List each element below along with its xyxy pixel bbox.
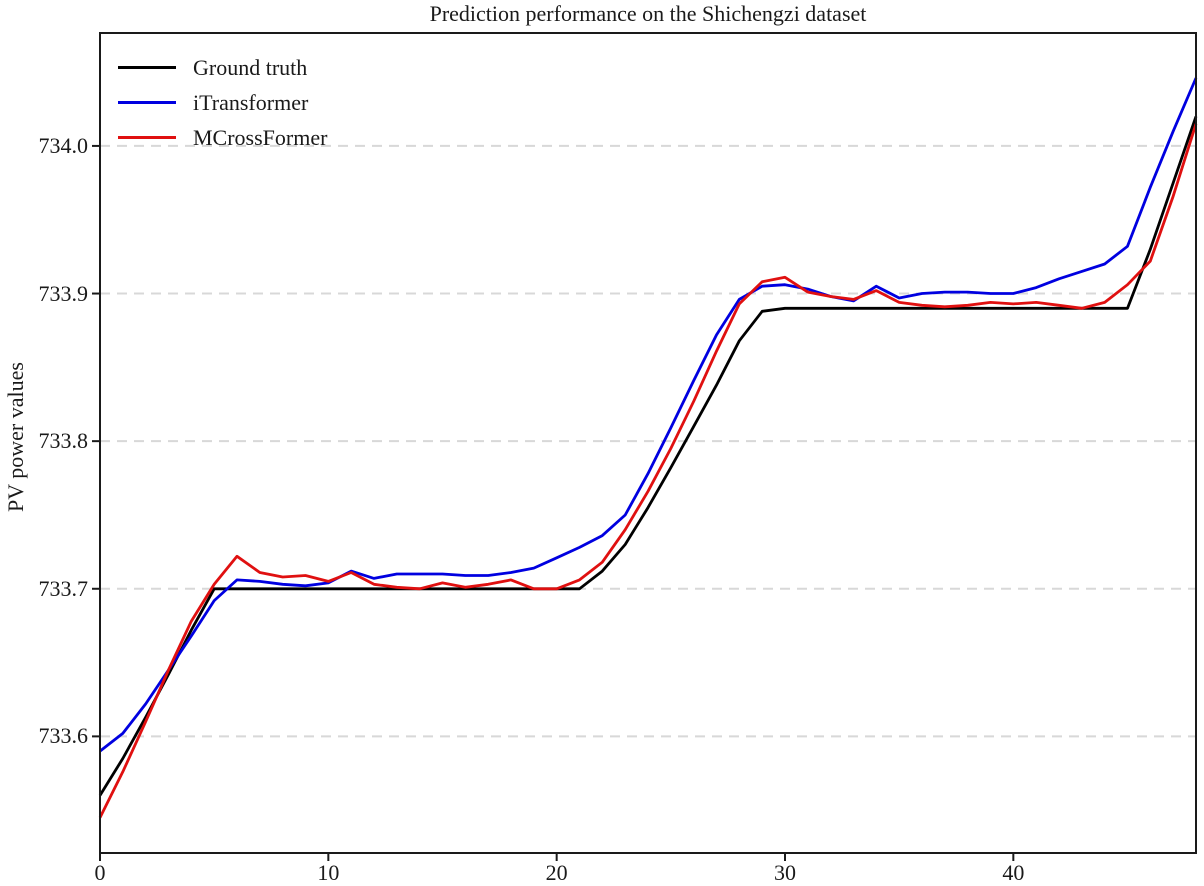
legend-row: Ground truth [118,50,327,85]
x-tick-label: 20 [545,860,568,885]
legend-label: iTransformer [193,89,309,115]
legend-label: Ground truth [193,54,308,80]
legend-row: iTransformer [118,85,327,120]
x-tick-label: 0 [94,860,106,885]
series-ground-truth [98,115,1198,797]
legend: Ground truth iTransformer MCrossFormer [118,50,327,155]
legend-label: MCrossFormer [193,124,328,150]
y-tick-label: 733.7 [38,575,89,601]
axes-spines [99,32,1197,854]
series-mcrossformer [98,123,1198,819]
x-tick-label: 40 [1002,860,1025,885]
y-tick-label: 733.9 [38,280,89,306]
series-itransformer [99,77,1198,753]
y-tick-label: 734.0 [38,132,89,158]
x-tick-label: 10 [317,860,340,885]
legend-line-sample [118,66,176,69]
y-tick-label: 733.6 [38,723,89,749]
legend-line-sample [118,101,176,104]
legend-line-sample [118,136,176,139]
legend-row: MCrossFormer [118,120,327,155]
chart-title: Prediction performance on the Shichengzi… [429,1,867,26]
x-tick-label: 30 [774,860,796,885]
y-tick-label: 733.8 [38,428,89,454]
